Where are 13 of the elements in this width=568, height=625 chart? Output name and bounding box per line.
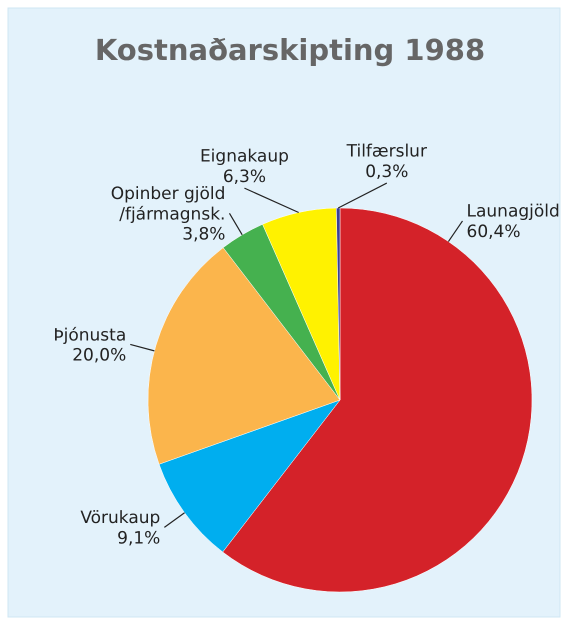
slice-label: Launagjöld — [466, 202, 560, 222]
data-label: 20,0% — [72, 346, 126, 366]
data-label: 60,4% — [466, 222, 521, 242]
data-label: 3,8% — [182, 224, 226, 245]
slice-label: Þjónusta — [53, 325, 126, 346]
data-label: 6,3% — [222, 167, 266, 188]
slice-label: Vörukaup — [80, 508, 160, 528]
chart-title: Kostnaðarskipting 1988 — [94, 33, 486, 67]
slice-label: Tilfærslur — [346, 142, 427, 162]
data-label: 9,1% — [117, 528, 160, 549]
data-label: 0,3% — [365, 162, 408, 182]
slice-label: Eignakaup — [200, 146, 289, 167]
slice-label: Opinber gjöld /fjármagnsk. — [110, 184, 226, 224]
